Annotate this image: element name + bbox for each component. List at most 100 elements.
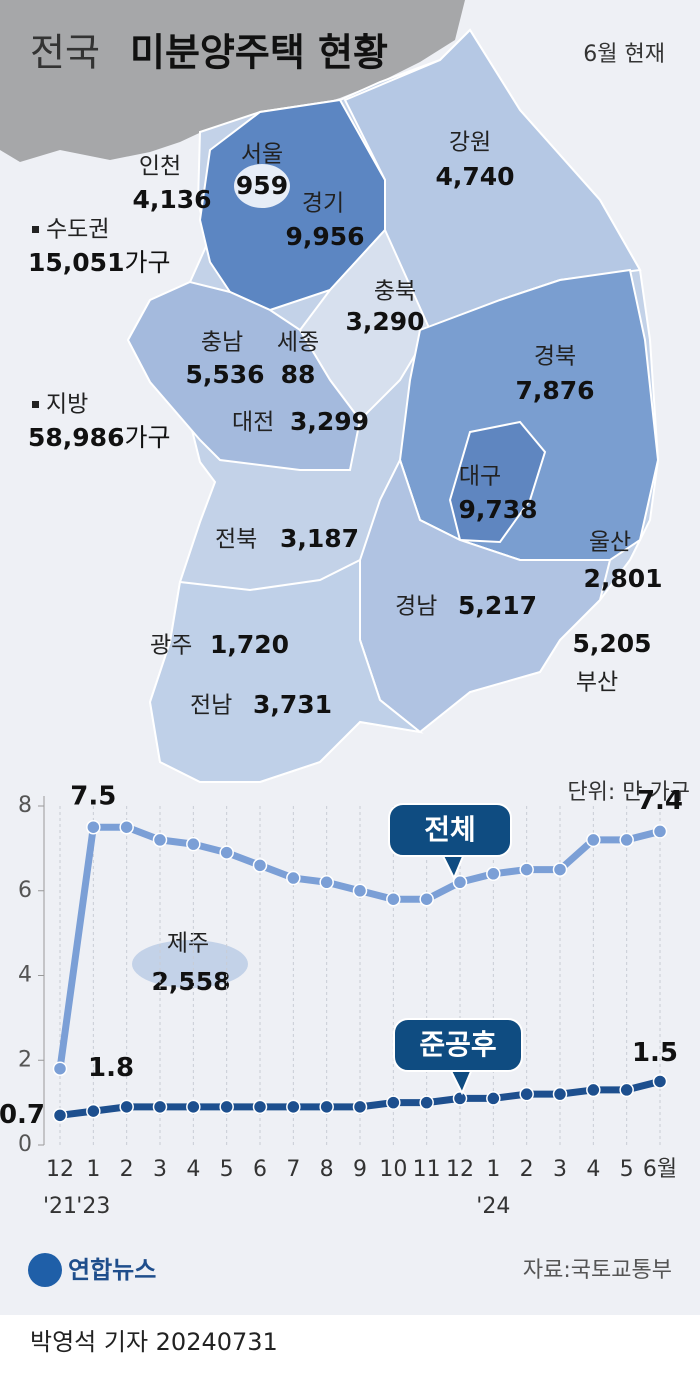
- summary-value: 58,986가구: [28, 423, 171, 452]
- jeonnam: [148, 558, 424, 783]
- region-count: 2,558: [151, 967, 230, 996]
- x-year-label: '24: [476, 1194, 510, 1219]
- marker: [419, 1095, 434, 1110]
- region-count: 1,720: [210, 630, 289, 659]
- marker: [119, 1099, 134, 1115]
- summary-count: 15,051: [28, 248, 124, 277]
- marker: [386, 1095, 401, 1110]
- region-count: 3,731: [253, 690, 332, 719]
- marker: [219, 845, 234, 860]
- x-tick-label: 1: [486, 1157, 500, 1182]
- bullet: [32, 226, 39, 233]
- marker: [486, 1091, 501, 1106]
- daegu: [448, 420, 547, 544]
- title-prefix: 전국: [30, 31, 100, 75]
- marker: [286, 1099, 301, 1115]
- jeju: [132, 940, 248, 988]
- marker: [352, 883, 368, 898]
- value-label: 1.8: [88, 1053, 134, 1083]
- x-tick-label: 11: [413, 1157, 441, 1182]
- marker: [352, 1099, 368, 1115]
- value-label: 7.4: [637, 786, 683, 816]
- marker: [486, 866, 501, 882]
- value-label: 1.5: [632, 1038, 678, 1068]
- chungnam: [126, 280, 362, 471]
- region-name: 충남: [201, 330, 243, 356]
- summary-label: 수도권: [46, 217, 109, 243]
- region-count: 7,876: [515, 376, 594, 405]
- byline: 박영석 기자 20240731: [30, 1328, 278, 1356]
- region-name: 전남: [190, 693, 232, 719]
- value-label: 7.5: [70, 782, 116, 812]
- region-name: 경기: [302, 191, 344, 217]
- marker: [619, 832, 634, 848]
- callout: [393, 1018, 523, 1072]
- x-tick-label: 9: [353, 1157, 367, 1182]
- region-name: 울산: [589, 530, 631, 556]
- region-name: 세종: [277, 330, 319, 356]
- region-count: 9,738: [458, 495, 537, 524]
- marker: [86, 819, 101, 835]
- x-tick-label: 10: [379, 1157, 407, 1182]
- marker: [152, 832, 168, 848]
- region-count: 3,290: [345, 307, 424, 336]
- marker: [586, 1082, 601, 1098]
- region-name: 광주: [150, 633, 192, 659]
- unit-note: 단위: 만 가구: [567, 780, 690, 805]
- region-count: 5,536: [185, 360, 264, 389]
- y-tick-label: 4: [18, 963, 32, 988]
- marker: [419, 891, 434, 907]
- marker: [219, 1099, 234, 1115]
- marker: [652, 824, 668, 839]
- marker: [186, 1099, 201, 1115]
- marker: [552, 1086, 568, 1102]
- x-tick-label: 4: [586, 1157, 600, 1182]
- as-of: 6월 현재: [583, 42, 665, 67]
- region-count: 4,136: [132, 185, 211, 214]
- marker: [252, 1099, 268, 1115]
- region-count: 88: [281, 360, 316, 389]
- callout: [388, 803, 512, 857]
- x-year-label: '23: [76, 1194, 110, 1219]
- footer-band: [0, 1315, 700, 1373]
- marker: [119, 819, 134, 835]
- series-name: 전체: [424, 813, 476, 846]
- seoul: [234, 164, 290, 208]
- region-count: 9,956: [285, 222, 364, 251]
- logo-mark: [28, 1253, 62, 1287]
- north-land: [0, 0, 465, 162]
- value-label: 0.7: [0, 1100, 45, 1130]
- summary-unit: 가구: [124, 423, 170, 452]
- region-name: 대전: [232, 410, 274, 436]
- y-tick-label: 6: [18, 878, 32, 903]
- region-count: 3,299: [290, 407, 369, 436]
- marker: [152, 1099, 168, 1115]
- y-tick-label: 0: [18, 1132, 32, 1157]
- marker: [652, 1074, 668, 1089]
- region-count: 959: [236, 171, 288, 200]
- x-tick-label: 6월: [643, 1157, 677, 1182]
- x-tick-label: 1: [86, 1157, 100, 1182]
- x-tick-label: 12: [46, 1157, 74, 1182]
- y-tick-label: 2: [18, 1047, 32, 1072]
- region-name: 인천: [139, 154, 181, 180]
- marker: [252, 858, 268, 873]
- marker: [619, 1082, 634, 1098]
- x-tick-label: 5: [220, 1157, 234, 1182]
- marker: [386, 891, 401, 907]
- agency: 연합뉴스: [68, 1256, 156, 1284]
- x-tick-label: 2: [520, 1157, 534, 1182]
- region-count: 5,205: [572, 629, 651, 658]
- region-name: 제주: [167, 931, 209, 957]
- y-tick-label: 8: [18, 793, 32, 818]
- marker: [586, 832, 601, 848]
- region-name: 경남: [395, 594, 437, 620]
- marker: [519, 1086, 534, 1102]
- x-tick-label: 12: [446, 1157, 474, 1182]
- region-name: 대구: [459, 464, 501, 490]
- marker: [319, 875, 334, 890]
- x-year-label: '21: [43, 1194, 77, 1219]
- x-tick-label: 3: [153, 1157, 167, 1182]
- summary-unit: 가구: [124, 248, 170, 277]
